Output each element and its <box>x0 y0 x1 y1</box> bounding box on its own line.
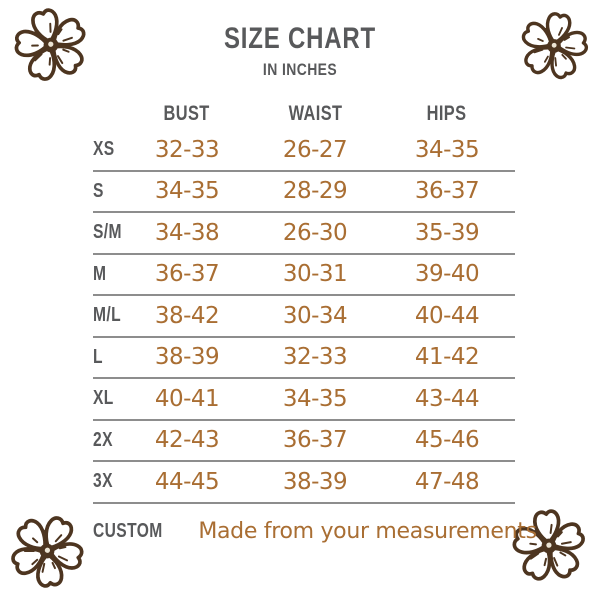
column-header-bust: BUST <box>163 102 211 125</box>
waist-value: 26-27 <box>282 136 348 163</box>
table-row-2x: 2X 42-43 36-37 45-46 <box>93 421 515 462</box>
size-table: BUST WAIST HIPS XS 32-33 26-27 34-35 S 3… <box>93 98 537 550</box>
flower-icon <box>0 500 98 599</box>
flower-icon <box>507 506 591 586</box>
size-label: 3X <box>93 470 113 493</box>
bust-value: 40-41 <box>154 385 220 412</box>
size-label: S/M <box>93 221 122 244</box>
size-label: L <box>93 345 103 368</box>
size-label: XS <box>93 138 115 161</box>
table-row-sm: S/M 34-38 26-30 35-39 <box>93 213 515 255</box>
hips-value: 43-44 <box>414 385 480 412</box>
hips-value: 47-48 <box>414 468 480 495</box>
custom-label: CUSTOM <box>93 519 163 542</box>
size-label: XL <box>93 387 114 410</box>
hips-value: 34-35 <box>414 136 480 163</box>
hips-value: 45-46 <box>414 427 480 454</box>
table-row-s: S 34-35 28-29 36-37 <box>93 172 515 213</box>
table-row-m: M 36-37 30-31 39-40 <box>93 255 515 296</box>
bust-value: 34-38 <box>154 219 220 246</box>
bust-value: 38-39 <box>154 344 220 371</box>
waist-value: 38-39 <box>282 468 348 495</box>
waist-value: 30-34 <box>282 302 348 329</box>
bust-value: 38-42 <box>154 302 220 329</box>
bust-value: 34-35 <box>154 178 220 205</box>
column-header-waist: WAIST <box>288 102 342 125</box>
table-row-3x: 3X 44-45 38-39 47-48 <box>93 462 515 504</box>
bust-value: 36-37 <box>154 261 220 288</box>
bust-value: 32-33 <box>154 136 220 163</box>
page-title: SIZE CHART <box>224 22 376 55</box>
table-row-l: L 38-39 32-33 41-42 <box>93 338 515 379</box>
waist-value: 34-35 <box>282 385 348 412</box>
waist-value: 28-29 <box>282 178 348 205</box>
bust-value: 44-45 <box>154 468 220 495</box>
hips-value: 41-42 <box>414 344 480 371</box>
page-subtitle: IN INCHES <box>262 60 338 79</box>
hips-value: 35-39 <box>414 219 480 246</box>
size-label: M/L <box>93 304 122 327</box>
hips-value: 36-37 <box>414 178 480 205</box>
table-row-ml: M/L 38-42 30-34 40-44 <box>93 296 515 338</box>
table-row-xl: XL 40-41 34-35 43-44 <box>93 379 515 421</box>
size-label: S <box>93 179 104 202</box>
column-header-hips: HIPS <box>427 102 467 125</box>
waist-value: 32-33 <box>282 344 348 371</box>
waist-value: 26-30 <box>282 219 348 246</box>
size-label: 2X <box>93 428 113 451</box>
waist-value: 36-37 <box>282 427 348 454</box>
size-label: M <box>93 262 107 285</box>
waist-value: 30-31 <box>282 261 348 288</box>
custom-text: Made from your measurements <box>198 518 537 544</box>
custom-size-row: CUSTOM Made from your measurements <box>93 504 537 550</box>
bust-value: 42-43 <box>154 427 220 454</box>
hips-value: 39-40 <box>414 261 480 288</box>
table-header-row: BUST WAIST HIPS <box>93 98 515 130</box>
hips-value: 40-44 <box>414 302 480 329</box>
table-row-xs: XS 32-33 26-27 34-35 <box>93 130 515 172</box>
